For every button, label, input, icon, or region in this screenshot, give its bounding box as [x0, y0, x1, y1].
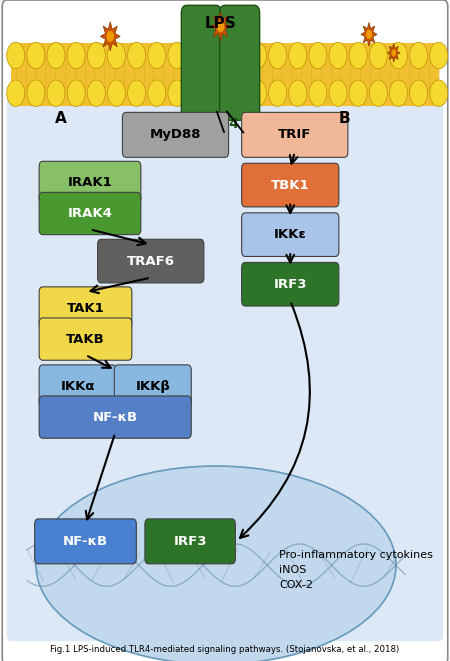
Circle shape	[87, 80, 105, 106]
Circle shape	[392, 50, 396, 56]
Circle shape	[128, 80, 146, 106]
Circle shape	[148, 42, 166, 69]
Circle shape	[366, 30, 372, 39]
Circle shape	[289, 80, 307, 106]
Circle shape	[410, 42, 427, 69]
Text: IRF3: IRF3	[173, 535, 207, 548]
FancyBboxPatch shape	[114, 365, 191, 407]
Circle shape	[168, 42, 186, 69]
Circle shape	[47, 80, 65, 106]
Circle shape	[7, 42, 25, 69]
Text: A: A	[55, 112, 67, 126]
Text: NF-κB: NF-κB	[63, 535, 108, 548]
FancyBboxPatch shape	[181, 5, 221, 120]
Text: IKKα: IKKα	[60, 379, 95, 393]
Circle shape	[309, 42, 327, 69]
Circle shape	[128, 42, 146, 69]
FancyBboxPatch shape	[39, 161, 141, 204]
FancyBboxPatch shape	[39, 396, 191, 438]
Text: TRIF: TRIF	[278, 128, 311, 141]
Circle shape	[168, 80, 186, 106]
Bar	[11, 43, 439, 106]
Text: TRAF6: TRAF6	[127, 254, 175, 268]
Circle shape	[67, 80, 85, 106]
Text: Fig.1 LPS-induced TLR4-mediated signaling pathways. (Stojanovska, et al., 2018): Fig.1 LPS-induced TLR4-mediated signalin…	[50, 644, 400, 654]
Text: B: B	[338, 112, 350, 126]
Circle shape	[269, 80, 287, 106]
Ellipse shape	[36, 466, 396, 661]
Text: TLR4: TLR4	[201, 117, 240, 132]
Circle shape	[108, 42, 126, 69]
Text: TAKB: TAKB	[66, 332, 105, 346]
Circle shape	[309, 80, 327, 106]
FancyBboxPatch shape	[242, 112, 348, 157]
Circle shape	[248, 80, 266, 106]
Text: IKKε: IKKε	[274, 228, 306, 241]
FancyBboxPatch shape	[39, 192, 141, 235]
FancyBboxPatch shape	[242, 213, 339, 256]
Circle shape	[430, 42, 448, 69]
FancyBboxPatch shape	[35, 519, 136, 564]
Text: IRAK4: IRAK4	[68, 207, 112, 220]
Circle shape	[389, 42, 407, 69]
Circle shape	[87, 42, 105, 69]
Circle shape	[248, 42, 266, 69]
Polygon shape	[387, 44, 400, 62]
FancyBboxPatch shape	[39, 287, 132, 329]
Circle shape	[369, 80, 387, 106]
Text: MyD88: MyD88	[150, 128, 201, 141]
Circle shape	[47, 42, 65, 69]
Circle shape	[269, 42, 287, 69]
Circle shape	[67, 42, 85, 69]
Text: TAK1: TAK1	[67, 301, 104, 315]
Text: Pro-inflammatory cytokines
iNOS
COX-2: Pro-inflammatory cytokines iNOS COX-2	[279, 550, 433, 590]
FancyBboxPatch shape	[7, 93, 443, 641]
FancyBboxPatch shape	[145, 519, 235, 564]
Polygon shape	[100, 22, 120, 51]
Text: NF-κB: NF-κB	[93, 410, 138, 424]
Circle shape	[217, 21, 224, 32]
FancyBboxPatch shape	[98, 239, 204, 283]
FancyBboxPatch shape	[220, 5, 260, 120]
Circle shape	[349, 80, 367, 106]
FancyBboxPatch shape	[242, 262, 339, 306]
Circle shape	[289, 42, 307, 69]
Text: IRF3: IRF3	[274, 278, 307, 291]
Text: IRAK1: IRAK1	[68, 176, 112, 189]
FancyBboxPatch shape	[242, 163, 339, 207]
Text: LPS: LPS	[205, 16, 236, 30]
Circle shape	[389, 80, 407, 106]
FancyBboxPatch shape	[122, 112, 229, 157]
Circle shape	[329, 80, 347, 106]
FancyBboxPatch shape	[39, 365, 116, 407]
Circle shape	[7, 80, 25, 106]
Circle shape	[107, 31, 114, 42]
FancyBboxPatch shape	[39, 318, 132, 360]
Circle shape	[108, 80, 126, 106]
Polygon shape	[361, 22, 377, 46]
Circle shape	[329, 42, 347, 69]
Circle shape	[27, 80, 45, 106]
Circle shape	[410, 80, 427, 106]
Polygon shape	[211, 12, 230, 41]
Circle shape	[369, 42, 387, 69]
Circle shape	[27, 42, 45, 69]
Text: TBK1: TBK1	[271, 178, 310, 192]
Text: IKKβ: IKKβ	[135, 379, 170, 393]
Circle shape	[148, 80, 166, 106]
Circle shape	[430, 80, 448, 106]
Circle shape	[349, 42, 367, 69]
